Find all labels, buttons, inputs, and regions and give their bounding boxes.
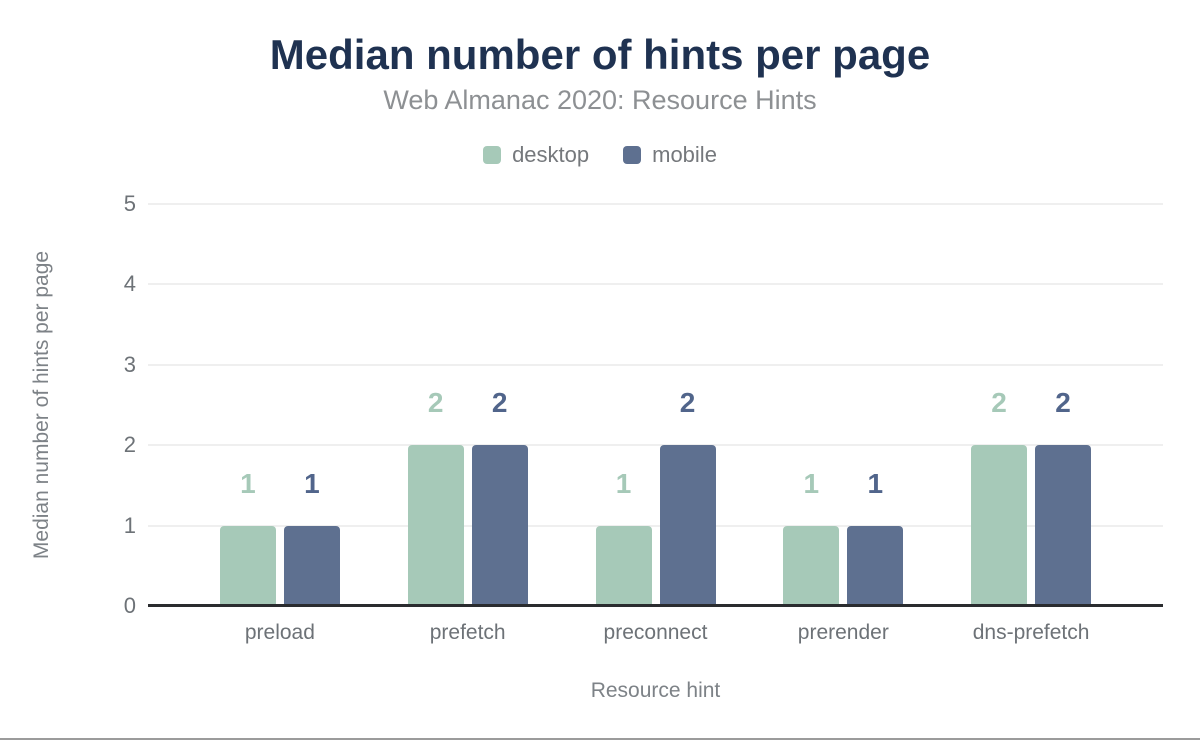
- x-tick-label-preload: preload: [244, 621, 315, 644]
- value-label-desktop-preconnect: 1: [615, 467, 632, 499]
- bar-desktop-preconnect[interactable]: [595, 525, 652, 606]
- legend-label-desktop: desktop: [512, 142, 590, 167]
- value-label-desktop-dns-prefetch: 2: [991, 387, 1007, 419]
- x-tick-label-prerender: prerender: [797, 621, 889, 644]
- bar-desktop-prefetch[interactable]: [407, 445, 464, 606]
- legend-item-mobile[interactable]: mobile: [623, 144, 717, 166]
- value-label-mobile-preconnect: 2: [679, 387, 696, 419]
- legend-label-mobile: mobile: [652, 142, 717, 167]
- legend-swatch-desktop: [483, 146, 502, 164]
- gridline-y2: [148, 444, 1163, 447]
- gridline-y1: [148, 524, 1163, 527]
- bar-mobile-prerender[interactable]: [847, 525, 904, 606]
- x-axis-line: [148, 604, 1163, 607]
- value-label-desktop-prefetch: 2: [427, 387, 444, 419]
- y-tick-label-5: 5: [123, 191, 136, 216]
- gridline-y3: [148, 363, 1163, 366]
- value-label-mobile-prefetch: 2: [491, 387, 508, 419]
- y-tick-label-3: 3: [123, 351, 136, 377]
- value-label-mobile-preload: 1: [304, 467, 320, 499]
- x-axis-title: Resource hint: [590, 679, 721, 702]
- chart-subtitle: Web Almanac 2020: Resource Hints: [383, 85, 817, 115]
- bottom-border: [0, 738, 1200, 740]
- bar-mobile-preconnect[interactable]: [659, 445, 716, 606]
- plot-area: Resource hint 0 1 2 3 4 5 1 1 preload 2 2 prefetch 1…: [124, 191, 1163, 702]
- y-tick-label-1: 1: [123, 512, 136, 538]
- x-tick-label-prefetch: prefetch: [429, 621, 506, 644]
- value-label-mobile-dns-prefetch: 2: [1055, 387, 1071, 419]
- chart-title: Median number of hints per page: [269, 31, 931, 78]
- value-label-mobile-prerender: 1: [867, 467, 884, 499]
- y-axis-title: Median number of hints per page: [30, 250, 53, 560]
- legend: desktop mobile: [0, 141, 1200, 169]
- x-tick-label-dns-prefetch: dns-prefetch: [972, 621, 1090, 644]
- bar-desktop-preload[interactable]: [219, 525, 276, 606]
- y-tick-label-0: 0: [123, 593, 136, 618]
- bar-desktop-dns-prefetch[interactable]: [971, 445, 1028, 606]
- value-label-desktop-preload: 1: [240, 467, 256, 499]
- gridline-y4: [148, 283, 1163, 286]
- legend-item-desktop[interactable]: desktop: [483, 144, 589, 166]
- gridline-y5: [148, 203, 1163, 205]
- bar-mobile-dns-prefetch[interactable]: [1035, 445, 1092, 606]
- x-tick-label-preconnect: preconnect: [603, 621, 708, 644]
- bar-mobile-prefetch[interactable]: [471, 445, 528, 606]
- value-label-desktop-prerender: 1: [803, 467, 820, 499]
- bar-desktop-prerender[interactable]: [783, 525, 840, 606]
- y-tick-label-2: 2: [123, 432, 136, 458]
- legend-swatch-mobile: [623, 146, 642, 164]
- y-tick-label-4: 4: [123, 271, 136, 297]
- bar-mobile-preload[interactable]: [283, 525, 340, 606]
